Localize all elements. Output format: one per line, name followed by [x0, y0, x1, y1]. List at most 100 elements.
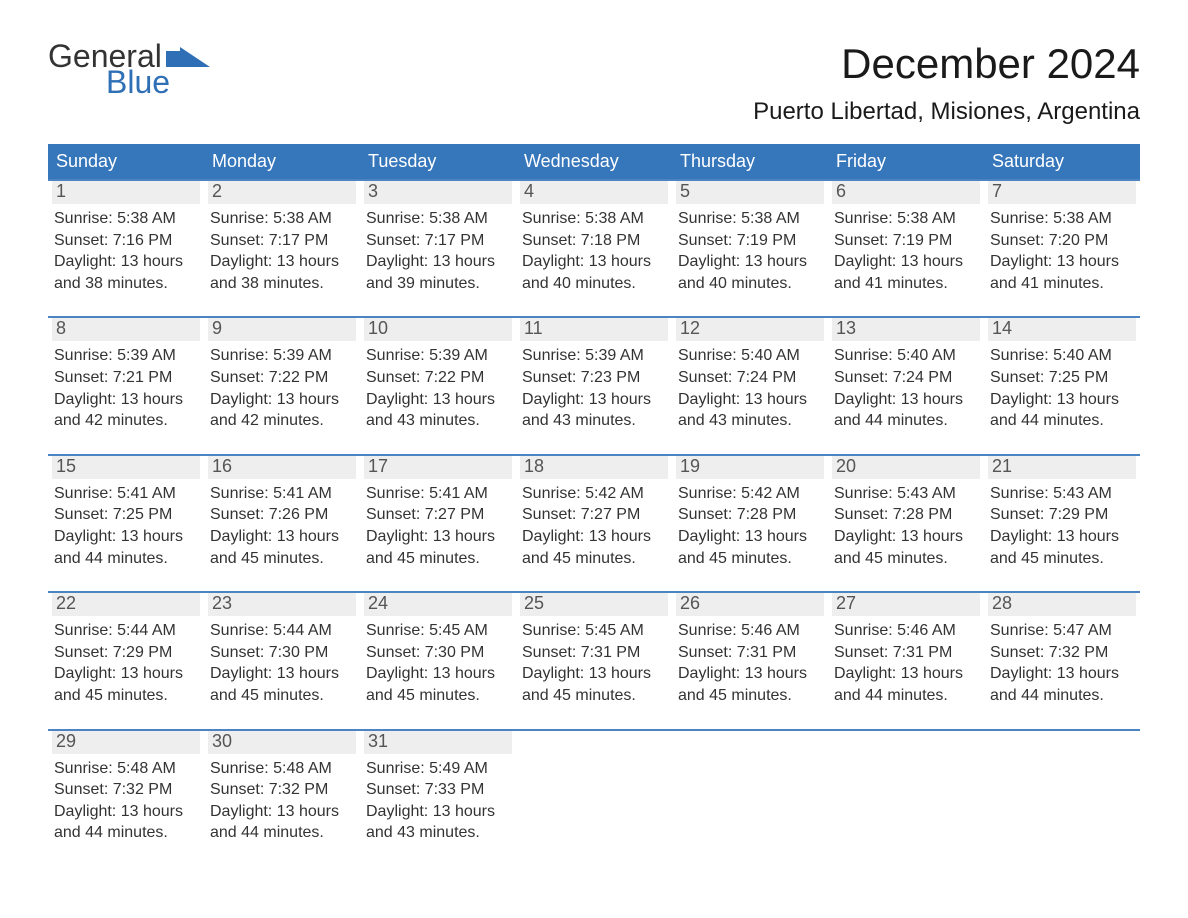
day-number: 14 — [988, 318, 1136, 341]
day-cell: 12Sunrise: 5:40 AMSunset: 7:24 PMDayligh… — [672, 318, 828, 431]
day-number: 4 — [520, 181, 668, 204]
day-daylight2: and 40 minutes. — [522, 273, 668, 295]
day-daylight2: and 45 minutes. — [834, 548, 980, 570]
day-number: 20 — [832, 456, 980, 479]
page-header: General Blue December 2024 Puerto Libert… — [48, 40, 1140, 126]
day-sunset: Sunset: 7:19 PM — [678, 230, 824, 252]
day-sunrise: Sunrise: 5:42 AM — [678, 483, 824, 505]
day-sunrise: Sunrise: 5:48 AM — [54, 758, 200, 780]
day-daylight2: and 45 minutes. — [678, 548, 824, 570]
weekday-header-row: SundayMondayTuesdayWednesdayThursdayFrid… — [48, 144, 1140, 179]
brand-logo: General Blue — [48, 40, 210, 98]
day-body: Sunrise: 5:38 AMSunset: 7:16 PMDaylight:… — [52, 208, 200, 294]
day-number: 16 — [208, 456, 356, 479]
day-body: Sunrise: 5:39 AMSunset: 7:22 PMDaylight:… — [364, 345, 512, 431]
day-body: Sunrise: 5:47 AMSunset: 7:32 PMDaylight:… — [988, 620, 1136, 706]
weekday-header-cell: Tuesday — [360, 144, 516, 179]
day-daylight1: Daylight: 13 hours — [834, 663, 980, 685]
day-number: 17 — [364, 456, 512, 479]
location-subtitle: Puerto Libertad, Misiones, Argentina — [753, 98, 1140, 126]
weeks-container: 1Sunrise: 5:38 AMSunset: 7:16 PMDaylight… — [48, 179, 1140, 844]
day-daylight2: and 45 minutes. — [522, 548, 668, 570]
day-daylight2: and 44 minutes. — [54, 822, 200, 844]
day-cell: 18Sunrise: 5:42 AMSunset: 7:27 PMDayligh… — [516, 456, 672, 569]
day-sunset: Sunset: 7:30 PM — [210, 642, 356, 664]
day-daylight1: Daylight: 13 hours — [54, 526, 200, 548]
day-cell: 15Sunrise: 5:41 AMSunset: 7:25 PMDayligh… — [48, 456, 204, 569]
day-sunset: Sunset: 7:28 PM — [834, 504, 980, 526]
day-sunset: Sunset: 7:19 PM — [834, 230, 980, 252]
day-daylight1: Daylight: 13 hours — [522, 526, 668, 548]
day-sunrise: Sunrise: 5:38 AM — [678, 208, 824, 230]
day-daylight1: Daylight: 13 hours — [834, 251, 980, 273]
weekday-header-cell: Wednesday — [516, 144, 672, 179]
day-number: 2 — [208, 181, 356, 204]
day-daylight2: and 44 minutes. — [210, 822, 356, 844]
day-sunset: Sunset: 7:31 PM — [678, 642, 824, 664]
day-sunrise: Sunrise: 5:49 AM — [366, 758, 512, 780]
day-sunrise: Sunrise: 5:44 AM — [210, 620, 356, 642]
day-sunset: Sunset: 7:16 PM — [54, 230, 200, 252]
day-sunrise: Sunrise: 5:39 AM — [210, 345, 356, 367]
day-cell: 20 Sunrise: 5:43 AMSunset: 7:28 PMDayligh… — [828, 456, 984, 569]
day-body: Sunrise: 5:48 AMSunset: 7:32 PMDaylight:… — [52, 758, 200, 844]
weekday-header-cell: Sunday — [48, 144, 204, 179]
day-sunrise: Sunrise: 5:47 AM — [990, 620, 1136, 642]
day-daylight2: and 45 minutes. — [522, 685, 668, 707]
day-body: Sunrise: 5:40 AMSunset: 7:24 PMDaylight:… — [676, 345, 824, 431]
day-body: Sunrise: 5:39 AMSunset: 7:22 PMDaylight:… — [208, 345, 356, 431]
day-sunrise: Sunrise: 5:46 AM — [678, 620, 824, 642]
day-number: 22 — [52, 593, 200, 616]
calendar: SundayMondayTuesdayWednesdayThursdayFrid… — [48, 144, 1140, 844]
weekday-header-cell: Friday — [828, 144, 984, 179]
day-daylight2: and 44 minutes. — [834, 685, 980, 707]
day-sunset: Sunset: 7:32 PM — [990, 642, 1136, 664]
day-daylight1: Daylight: 13 hours — [522, 663, 668, 685]
day-daylight2: and 45 minutes. — [678, 685, 824, 707]
day-sunrise: Sunrise: 5:39 AM — [522, 345, 668, 367]
day-sunset: Sunset: 7:32 PM — [210, 779, 356, 801]
day-sunrise: Sunrise: 5:38 AM — [54, 208, 200, 230]
day-daylight2: and 45 minutes. — [990, 548, 1136, 570]
day-body: Sunrise: 5:39 AMSunset: 7:21 PMDaylight:… — [52, 345, 200, 431]
day-number: 3 — [364, 181, 512, 204]
day-number: 18 — [520, 456, 668, 479]
day-sunrise: Sunrise: 5:38 AM — [522, 208, 668, 230]
day-number: 26 — [676, 593, 824, 616]
day-sunset: Sunset: 7:31 PM — [522, 642, 668, 664]
day-body: Sunrise: 5:48 AMSunset: 7:32 PMDaylight:… — [208, 758, 356, 844]
day-sunset: Sunset: 7:30 PM — [366, 642, 512, 664]
day-sunset: Sunset: 7:27 PM — [522, 504, 668, 526]
day-body: Sunrise: 5:43 AMSunset: 7:29 PMDaylight:… — [988, 483, 1136, 569]
day-number: 6 — [832, 181, 980, 204]
day-daylight1: Daylight: 13 hours — [54, 251, 200, 273]
day-daylight1: Daylight: 13 hours — [366, 389, 512, 411]
day-sunset: Sunset: 7:24 PM — [834, 367, 980, 389]
day-body: Sunrise: 5:38 AMSunset: 7:17 PMDaylight:… — [208, 208, 356, 294]
day-sunset: Sunset: 7:33 PM — [366, 779, 512, 801]
day-cell: 16Sunrise: 5:41 AMSunset: 7:26 PMDayligh… — [204, 456, 360, 569]
day-daylight2: and 45 minutes. — [210, 548, 356, 570]
day-sunset: Sunset: 7:29 PM — [54, 642, 200, 664]
day-number: 29 — [52, 731, 200, 754]
day-cell: 19Sunrise: 5:42 AMSunset: 7:28 PMDayligh… — [672, 456, 828, 569]
day-sunset: Sunset: 7:17 PM — [210, 230, 356, 252]
day-daylight2: and 45 minutes. — [366, 685, 512, 707]
day-number: 11 — [520, 318, 668, 341]
day-body: Sunrise: 5:45 AMSunset: 7:31 PMDaylight:… — [520, 620, 668, 706]
day-cell: 3Sunrise: 5:38 AMSunset: 7:17 PMDaylight… — [360, 181, 516, 294]
day-daylight1: Daylight: 13 hours — [522, 251, 668, 273]
day-cell: 1Sunrise: 5:38 AMSunset: 7:16 PMDaylight… — [48, 181, 204, 294]
day-number: 13 — [832, 318, 980, 341]
day-body: Sunrise: 5:38 AMSunset: 7:19 PMDaylight:… — [832, 208, 980, 294]
day-cell: 14Sunrise: 5:40 AMSunset: 7:25 PMDayligh… — [984, 318, 1140, 431]
day-body: Sunrise: 5:46 AMSunset: 7:31 PMDaylight:… — [832, 620, 980, 706]
day-cell — [672, 731, 828, 844]
day-daylight1: Daylight: 13 hours — [678, 526, 824, 548]
day-body: Sunrise: 5:43 AMSunset: 7:28 PMDaylight:… — [832, 483, 980, 569]
day-sunrise: Sunrise: 5:41 AM — [210, 483, 356, 505]
day-sunrise: Sunrise: 5:46 AM — [834, 620, 980, 642]
day-sunrise: Sunrise: 5:38 AM — [210, 208, 356, 230]
day-sunrise: Sunrise: 5:38 AM — [990, 208, 1136, 230]
title-block: December 2024 Puerto Libertad, Misiones,… — [753, 40, 1140, 126]
